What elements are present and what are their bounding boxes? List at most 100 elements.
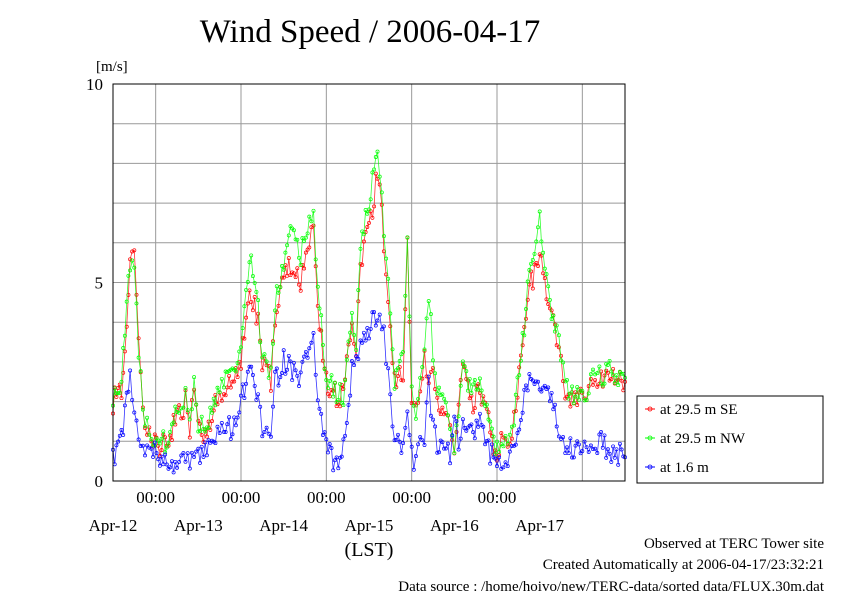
series-point (390, 347, 395, 352)
series-point (274, 284, 279, 289)
series-point (611, 444, 616, 449)
series-point (322, 430, 327, 435)
series-point (520, 343, 525, 348)
series-point (354, 348, 359, 352)
series-point (305, 231, 310, 236)
series-point (524, 307, 528, 311)
series-point (388, 392, 393, 397)
series-point (403, 425, 408, 430)
series-point (556, 333, 561, 338)
series-point (338, 381, 342, 386)
series-point (242, 304, 247, 309)
series-point (280, 264, 284, 268)
series-point (177, 410, 182, 415)
series-point (179, 406, 184, 411)
series-point (542, 266, 547, 271)
series-point (344, 357, 349, 362)
series-point (527, 372, 532, 377)
series-point (392, 386, 397, 391)
series-point (600, 445, 605, 450)
series-point (505, 464, 510, 469)
series-point (264, 425, 269, 430)
series-point (493, 456, 498, 461)
x-tick-date-label: Apr-13 (174, 516, 223, 535)
series-point (525, 297, 530, 302)
series-point (365, 326, 370, 331)
series-point (580, 449, 585, 454)
series-point (198, 421, 202, 426)
series-point (486, 438, 491, 443)
series-point (405, 235, 410, 240)
series-point (189, 397, 194, 402)
series-point (117, 433, 122, 438)
series-point (605, 447, 610, 452)
series-point (183, 385, 188, 390)
plot-frame (112, 83, 626, 482)
series-point (582, 439, 587, 444)
series-point (584, 445, 589, 450)
series-point (254, 397, 259, 402)
series-point (616, 383, 621, 388)
series-point (472, 406, 477, 411)
series-point (604, 455, 609, 460)
series-point (536, 379, 540, 384)
series-point (518, 418, 523, 423)
series-point (479, 388, 484, 393)
series-point (586, 384, 591, 389)
series-point (607, 451, 612, 456)
series-point (397, 439, 402, 444)
x-tick-date-label: Apr-16 (430, 516, 479, 535)
series-point (258, 340, 263, 345)
series-point (126, 389, 131, 394)
series-point (341, 403, 346, 408)
series-point (448, 427, 453, 431)
series-point (341, 437, 346, 442)
series-point (486, 410, 491, 415)
series-point (609, 369, 614, 374)
series-point (413, 416, 418, 421)
series-point (356, 288, 361, 293)
series-point (619, 378, 624, 383)
series-point (575, 403, 580, 407)
legend-box (636, 395, 824, 484)
series-point (336, 397, 341, 402)
series-point (507, 432, 512, 437)
series-point (513, 442, 518, 447)
series-point (602, 381, 607, 386)
series-point (211, 396, 216, 401)
series-point (524, 316, 528, 321)
series-point (575, 439, 580, 444)
series-point (187, 466, 192, 471)
series-point (217, 390, 222, 395)
series-point (443, 400, 448, 405)
series-point (152, 432, 157, 437)
series-point (319, 328, 324, 333)
series-point (428, 369, 433, 374)
series-point (159, 448, 164, 453)
series-point (185, 408, 190, 413)
series-point (360, 229, 365, 234)
series-point (210, 419, 214, 424)
series-point (300, 236, 305, 241)
series-point (578, 388, 583, 393)
series-line (112, 151, 626, 455)
series-point (181, 415, 186, 420)
series-point (537, 209, 542, 214)
series-point (213, 441, 218, 446)
series-point (132, 248, 137, 253)
series-point (488, 419, 493, 424)
series-point (149, 446, 154, 451)
series-point (273, 369, 278, 374)
series-point (157, 441, 162, 446)
series-point (149, 437, 154, 442)
series-point (573, 443, 578, 448)
series-point (245, 369, 250, 374)
series-point (278, 285, 283, 290)
series-point (471, 430, 476, 435)
series-point (571, 401, 576, 406)
series-point (199, 444, 204, 449)
series-point (576, 397, 581, 402)
series-point (250, 308, 255, 313)
series-point (476, 424, 481, 429)
